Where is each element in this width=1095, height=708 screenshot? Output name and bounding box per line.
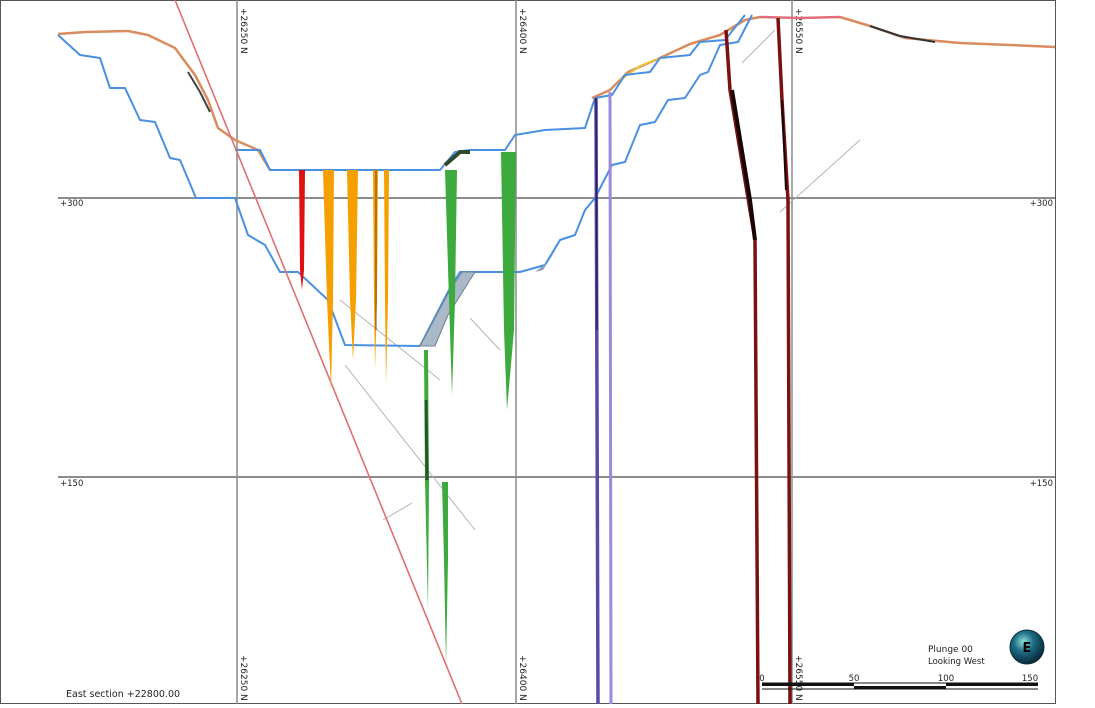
- northing-bottom-label-1: +26250 N: [238, 655, 248, 701]
- compass-globe-icon[interactable]: E: [1009, 629, 1045, 665]
- northing-top-label-1: +26250 N: [238, 8, 248, 54]
- elevation-right-label-150: +150: [1030, 479, 1053, 489]
- northing-bottom-label-2: +26400 N: [517, 655, 527, 701]
- looking-label: Looking West: [928, 657, 985, 667]
- plunge-label: Plunge 00: [928, 645, 973, 655]
- elevation-left-label-300: +300: [60, 199, 83, 209]
- northing-bottom-label-3: +26550 N: [793, 655, 803, 701]
- construction-lines: [339, 29, 861, 531]
- scale-tick-150: 150: [1022, 674, 1038, 684]
- drill-hole-purple-2: [608, 91, 613, 705]
- drill-hole-orange-4: [384, 170, 389, 385]
- drill-hole-maroon-2: [776, 17, 792, 705]
- elevation-left-label-150: +150: [60, 479, 83, 489]
- drill-hole-red: [299, 170, 305, 290]
- elevation-right-label-300: +300: [1030, 199, 1053, 209]
- drill-holes: [299, 17, 792, 705]
- drill-hole-orange-2: [347, 170, 358, 360]
- drill-hole-green-2: [501, 152, 516, 410]
- pit-ramp: [419, 271, 476, 347]
- fault-line: [174, 0, 463, 705]
- section-caption: East section +22800.00: [66, 689, 180, 700]
- scale-tick-0: 0: [759, 674, 764, 684]
- drill-hole-orange-1: [323, 170, 334, 390]
- grid-labels: +26250 N +26400 N +26550 N +26250 N +264…: [60, 8, 1053, 701]
- compass-letter: E: [1023, 641, 1032, 656]
- topography-surface: [57, 15, 1056, 171]
- northing-top-label-3: +26550 N: [793, 8, 803, 54]
- northing-top-label-2: +26400 N: [517, 8, 527, 54]
- drill-hole-green-4: [442, 482, 448, 665]
- view-border: [0, 0, 1056, 704]
- drill-hole-green-1: [445, 170, 457, 395]
- scale-tick-100: 100: [938, 674, 954, 684]
- drill-hole-maroon-1: [724, 29, 760, 705]
- scale-tick-50: 50: [849, 674, 860, 684]
- scale-bar: 0 50 100 150: [759, 674, 1038, 690]
